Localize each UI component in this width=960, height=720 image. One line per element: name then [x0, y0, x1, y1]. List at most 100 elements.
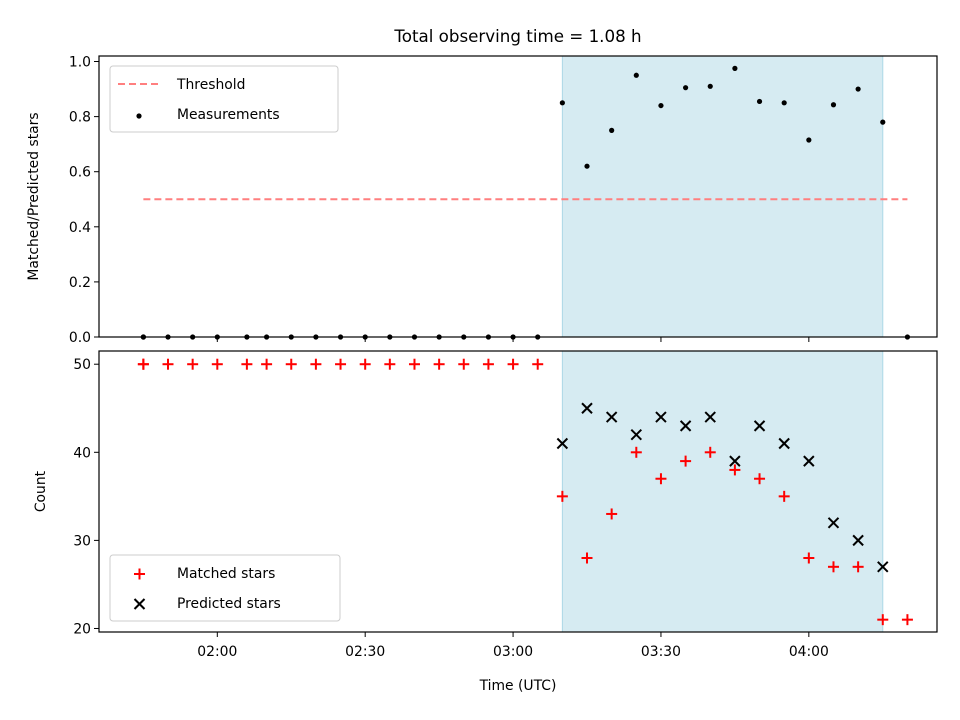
predicted-x-b [704, 411, 716, 423]
predicted-x-b [803, 455, 815, 467]
predicted-x-b [827, 517, 840, 529]
matched-stars-point [162, 358, 174, 370]
count-panel-frame [98, 350, 938, 633]
matched-stars-point [680, 455, 692, 467]
y-tick-label: 0.2 [69, 275, 91, 291]
matched-stars-point [877, 614, 889, 626]
measurement-point [683, 85, 689, 91]
predicted-stars-point [679, 420, 692, 432]
legend-predicted-label: Predicted stars [177, 596, 281, 612]
predicted-stars-point [704, 411, 716, 423]
matched-stars-point [384, 358, 396, 370]
x-tick-label: 03:00 [493, 644, 533, 660]
predicted-x-b [778, 437, 790, 450]
matched-stars-point [458, 358, 470, 370]
predicted-x-b [877, 561, 889, 573]
y-tick-label: 40 [73, 445, 91, 461]
y-tick-label: 50 [73, 357, 91, 373]
matched-stars-point [778, 490, 790, 502]
measurement-point [855, 86, 861, 92]
predicted-x-b [605, 411, 618, 423]
observing-window-band [561, 350, 884, 633]
ratio-panel-frame [98, 55, 938, 338]
predicted-stars-point [778, 437, 790, 450]
count-legend-frame [109, 554, 341, 622]
ratio-legend-frame [109, 65, 339, 133]
matched-stars-point [655, 473, 667, 485]
matched-stars-point [803, 552, 815, 564]
matched-stars-point [507, 358, 519, 370]
x-tick-label: 02:00 [197, 644, 237, 660]
y-tick-label: 0.6 [69, 165, 91, 181]
y-tick-label: 0.8 [69, 110, 91, 126]
measurement-point [609, 127, 615, 133]
measurement-point [658, 102, 664, 109]
x-tick-label: 04:00 [789, 644, 829, 660]
measurement-point [584, 163, 590, 169]
matched-stars-point [532, 358, 544, 370]
matched-stars-point [630, 446, 642, 458]
predicted-stars-point [877, 561, 889, 573]
predicted-stars-point [852, 534, 864, 547]
matched-stars-point [556, 490, 568, 502]
matched-stars-point [137, 358, 149, 370]
matched-stars-point [901, 614, 913, 626]
legend-measurements-label: Measurements [177, 107, 280, 123]
chart-title: Total observing time = 1.08 h [393, 26, 641, 46]
ratio-y-axis-label: Matched/Predicted stars [26, 112, 42, 280]
predicted-x-b [556, 437, 569, 450]
observing-window-shade-top [561, 55, 884, 338]
predicted-stars-point [655, 411, 667, 423]
legend-matched-swatch [134, 568, 145, 580]
predicted-stars-point [827, 517, 840, 529]
x-axis-label: Time (UTC) [479, 678, 557, 694]
predicted-x-b [630, 428, 643, 441]
measurement-point [633, 72, 639, 78]
observing-window-band [561, 55, 884, 338]
ratio-y-ticks: 0.0 0.2 0.4 0.6 0.8 1.0 [69, 55, 99, 346]
measurement-point [880, 119, 886, 125]
matched-stars-point [241, 358, 253, 370]
matched-stars-point [335, 358, 347, 370]
measurement-point [707, 83, 713, 89]
matched-stars-point [187, 358, 199, 370]
x-tick-label: 02:30 [345, 644, 385, 660]
matched-stars-point [482, 358, 494, 370]
matched-stars-point [433, 358, 445, 370]
matched-stars-point [729, 464, 741, 476]
predicted-stars-point [729, 455, 741, 467]
count-y-ticks: 20 30 40 50 [73, 357, 99, 637]
legend-predicted-swatch [133, 598, 146, 610]
predicted-stars-point [630, 428, 643, 441]
y-tick-label: 30 [73, 533, 91, 549]
measurement-point [781, 100, 787, 106]
matched-stars-point [211, 358, 223, 370]
predicted-stars-point [556, 437, 569, 450]
x-tick-label: 03:30 [641, 644, 681, 660]
legend-measurements-swatch [136, 113, 142, 119]
matched-stars-point [359, 358, 371, 370]
matched-stars-point [754, 473, 766, 485]
y-tick-label: 0.0 [69, 330, 91, 346]
y-tick-label: 20 [73, 621, 91, 637]
measurement-point [732, 65, 738, 71]
count-panel: 20 30 40 50 02:00 02:30 03:00 03:30 04:00 Count… [33, 350, 938, 694]
matched-stars-point [852, 561, 864, 573]
predicted-x-b [581, 402, 593, 414]
measurement-point [830, 102, 837, 108]
observing-window-shade-bottom [561, 350, 884, 633]
matched-stars-point [606, 508, 618, 520]
matched-stars-point [408, 358, 420, 370]
count-y-axis-label: Count [33, 470, 49, 512]
predicted-x-b [655, 411, 667, 423]
predicted-stars-series [556, 402, 889, 573]
ratio-panel: 0.0 0.2 0.4 0.6 0.8 1.0 Matched/Predicted sta… [26, 55, 938, 346]
predicted-x-b [852, 534, 864, 547]
matched-stars-point [581, 552, 593, 564]
predicted-x-b [753, 420, 766, 432]
predicted-stars-point [605, 411, 618, 423]
measurement-point [756, 98, 763, 105]
legend-threshold-label: Threshold [176, 77, 245, 93]
legend-matched-label: Matched stars [177, 566, 275, 582]
matched-stars-point [310, 358, 322, 370]
